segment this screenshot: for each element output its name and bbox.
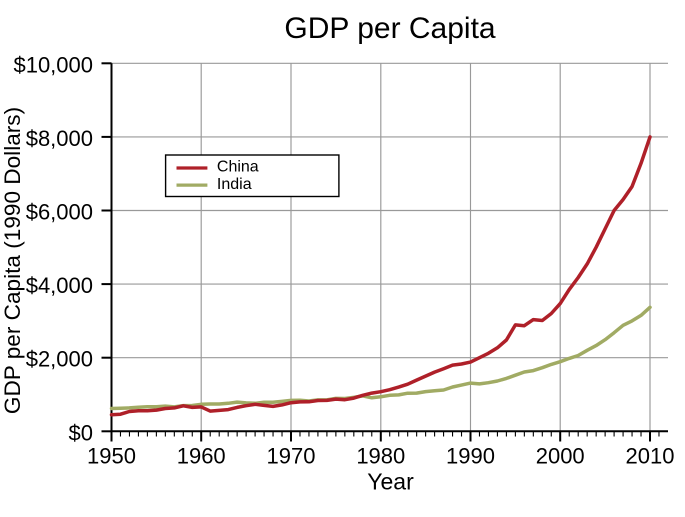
svg-text:2000: 2000 [536, 444, 585, 469]
svg-text:Year: Year [367, 469, 414, 495]
svg-text:1950: 1950 [87, 444, 136, 469]
svg-text:GDP per Capita (1990 Dollars): GDP per Capita (1990 Dollars) [0, 107, 25, 414]
svg-text:$2,000: $2,000 [26, 347, 93, 372]
svg-text:$10,000: $10,000 [13, 52, 93, 77]
svg-text:GDP per Capita: GDP per Capita [284, 12, 496, 45]
svg-text:1960: 1960 [177, 444, 226, 469]
svg-text:$4,000: $4,000 [26, 273, 93, 298]
svg-text:2010: 2010 [626, 444, 675, 469]
svg-text:1970: 1970 [267, 444, 316, 469]
svg-text:$0: $0 [69, 420, 93, 445]
svg-text:$6,000: $6,000 [26, 200, 93, 225]
svg-text:1980: 1980 [356, 444, 405, 469]
svg-text:China: China [217, 159, 259, 176]
svg-text:$8,000: $8,000 [26, 126, 93, 151]
svg-text:India: India [217, 176, 252, 193]
svg-text:1990: 1990 [446, 444, 495, 469]
